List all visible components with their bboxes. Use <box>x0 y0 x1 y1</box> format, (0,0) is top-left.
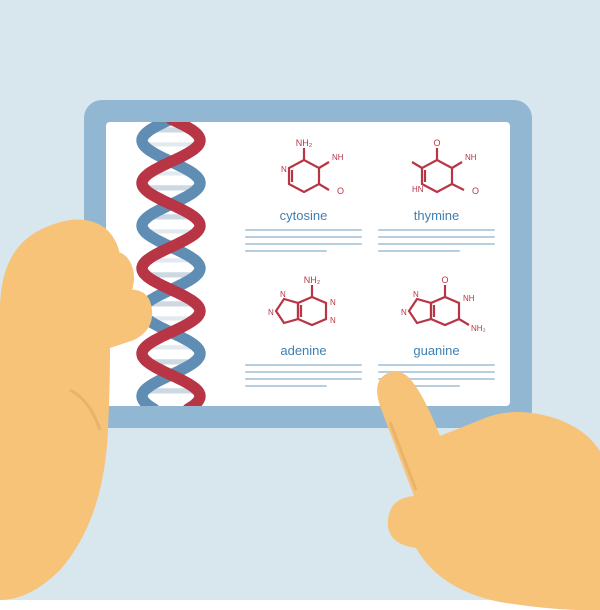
cytosine-label: cytosine <box>280 208 328 223</box>
svg-text:NH: NH <box>332 153 344 162</box>
cytosine-structure-icon: NH₂ O NH N <box>240 132 367 206</box>
left-hand <box>0 190 170 600</box>
svg-text:O: O <box>441 275 448 285</box>
text-lines <box>378 229 495 257</box>
svg-text:N: N <box>268 308 274 317</box>
right-hand-pointing <box>330 340 600 610</box>
svg-text:N: N <box>330 298 336 307</box>
svg-text:NH₂: NH₂ <box>471 324 486 333</box>
adenine-label: adenine <box>280 343 326 358</box>
svg-text:N: N <box>413 290 419 299</box>
svg-text:O: O <box>337 186 344 196</box>
base-cytosine[interactable]: NH₂ O NH N cytosine <box>240 132 367 261</box>
base-thymine[interactable]: O O NH HN thymine <box>373 132 500 261</box>
svg-text:NH: NH <box>463 294 475 303</box>
adenine-structure-icon: NH₂ N N N N <box>240 267 367 341</box>
scene: NH₂ O NH N cytosine <box>0 0 600 600</box>
svg-text:NH: NH <box>465 153 477 162</box>
svg-text:NH₂: NH₂ <box>303 275 320 285</box>
guanine-structure-icon: O NH₂ NH N N <box>373 267 500 341</box>
thymine-structure-icon: O O NH HN <box>373 132 500 206</box>
svg-text:O: O <box>433 138 440 148</box>
svg-text:N: N <box>280 290 286 299</box>
text-lines <box>245 229 362 257</box>
svg-text:N: N <box>330 316 336 325</box>
thymine-label: thymine <box>414 208 460 223</box>
svg-text:HN: HN <box>412 185 424 194</box>
svg-text:N: N <box>401 308 407 317</box>
svg-text:O: O <box>472 186 479 196</box>
svg-text:NH₂: NH₂ <box>295 138 312 148</box>
svg-text:N: N <box>281 165 287 174</box>
